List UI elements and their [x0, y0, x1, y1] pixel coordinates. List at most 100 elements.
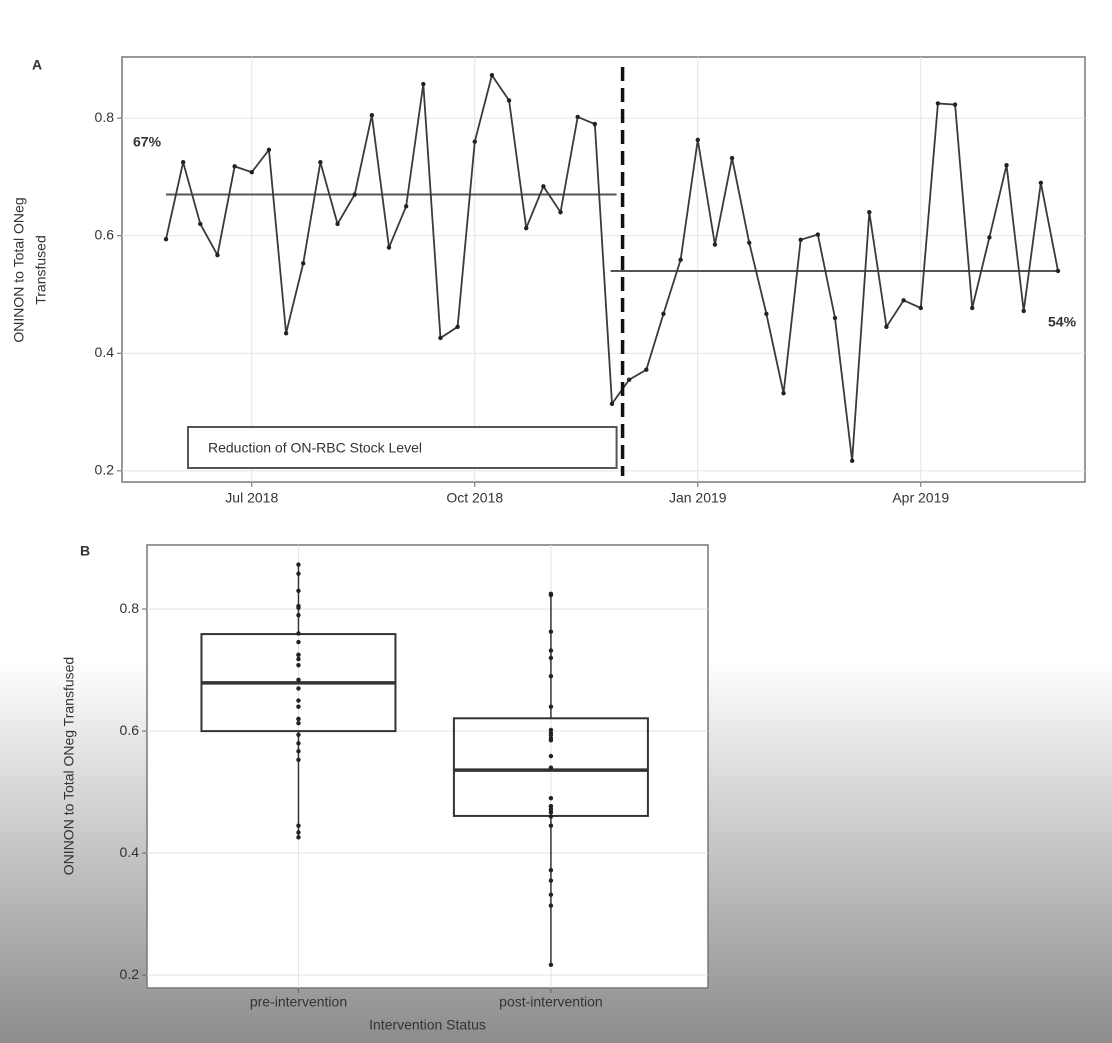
data-point	[335, 221, 340, 227]
data-point	[548, 823, 554, 828]
panel-title: A	[32, 57, 42, 73]
data-point	[318, 160, 323, 165]
data-point	[548, 810, 554, 815]
data-point	[644, 367, 649, 372]
data-point	[352, 192, 357, 197]
data-point	[541, 184, 546, 189]
data-point	[609, 401, 615, 407]
data-point	[548, 807, 554, 812]
data-point	[548, 592, 554, 598]
data-point	[296, 749, 301, 754]
data-point	[678, 257, 683, 263]
data-point	[987, 235, 992, 240]
data-point	[296, 631, 301, 636]
data-point	[548, 814, 554, 819]
x-tick-label: Apr 2019	[892, 490, 949, 506]
data-point	[918, 305, 923, 311]
data-point	[296, 656, 301, 662]
data-point	[296, 686, 301, 691]
data-point	[296, 830, 301, 835]
y-axis-label: ONINON to Total ONeg Transfused	[61, 657, 77, 875]
data-point	[548, 878, 554, 883]
data-point	[548, 903, 554, 908]
data-point	[249, 170, 254, 175]
data-point	[438, 335, 443, 341]
data-point	[935, 101, 941, 106]
data-point	[548, 736, 554, 741]
data-point	[296, 698, 301, 703]
data-point	[815, 232, 821, 237]
x-tick-label: Oct 2018	[446, 490, 503, 506]
data-point	[548, 673, 554, 679]
y-axis-label: ONINON to Total ONeg	[11, 197, 27, 342]
data-point	[296, 571, 301, 576]
y-axis-label: Transfused	[33, 235, 49, 305]
data-point	[592, 121, 598, 127]
data-point	[296, 663, 301, 668]
data-point	[296, 612, 301, 618]
data-point	[1021, 308, 1026, 314]
data-point	[1038, 180, 1044, 185]
x-axis-label: Intervention Status	[369, 1017, 486, 1033]
y-tick-label: 0.4	[120, 844, 140, 860]
y-tick-label: 0.2	[95, 462, 115, 478]
data-point	[266, 147, 272, 153]
plot-panel	[146, 544, 709, 989]
data-point	[548, 648, 554, 653]
data-point	[296, 639, 301, 645]
data-point	[506, 98, 512, 103]
data-point	[283, 331, 289, 336]
data-point	[296, 562, 301, 567]
data-point	[548, 962, 554, 968]
data-point	[489, 73, 495, 78]
data-point	[548, 803, 554, 809]
data-point	[296, 677, 301, 683]
data-point	[548, 796, 554, 801]
y-tick-label: 0.6	[120, 722, 140, 738]
data-point	[548, 655, 554, 661]
y-tick-label: 0.8	[95, 109, 115, 125]
data-point	[163, 237, 169, 242]
data-point	[798, 237, 803, 243]
data-point	[296, 835, 301, 840]
data-point	[198, 221, 203, 227]
data-point	[180, 160, 186, 165]
data-point	[781, 391, 786, 396]
data-point	[369, 112, 375, 118]
data-point	[548, 868, 554, 873]
data-point	[548, 730, 554, 736]
annotation-label: Reduction of ON-RBC Stock Level	[208, 440, 422, 456]
data-point	[970, 305, 975, 311]
x-tick-label: post-intervention	[499, 994, 603, 1010]
data-point	[296, 720, 301, 726]
data-point	[1055, 268, 1061, 274]
x-tick-label: Jul 2018	[225, 490, 278, 506]
data-point	[296, 652, 301, 658]
mean-label: 54%	[1048, 314, 1077, 330]
mean-label: 67%	[133, 133, 162, 149]
data-point	[386, 245, 392, 250]
data-point	[232, 164, 237, 169]
y-tick-label: 0.2	[120, 966, 140, 982]
data-point	[296, 716, 301, 722]
data-point	[296, 704, 301, 709]
data-point	[832, 315, 838, 321]
data-point	[558, 209, 563, 215]
data-point	[548, 727, 554, 733]
data-point	[747, 240, 752, 245]
data-point	[215, 252, 220, 258]
data-point	[296, 588, 301, 593]
data-point	[867, 209, 872, 215]
data-point	[695, 137, 700, 143]
data-point	[884, 324, 889, 330]
data-point	[548, 629, 554, 634]
data-point	[301, 261, 306, 266]
data-point	[1004, 162, 1009, 168]
data-point	[901, 298, 906, 303]
x-tick-label: pre-intervention	[250, 994, 347, 1010]
data-point	[455, 324, 460, 330]
data-point	[661, 311, 666, 317]
data-point	[548, 892, 554, 897]
